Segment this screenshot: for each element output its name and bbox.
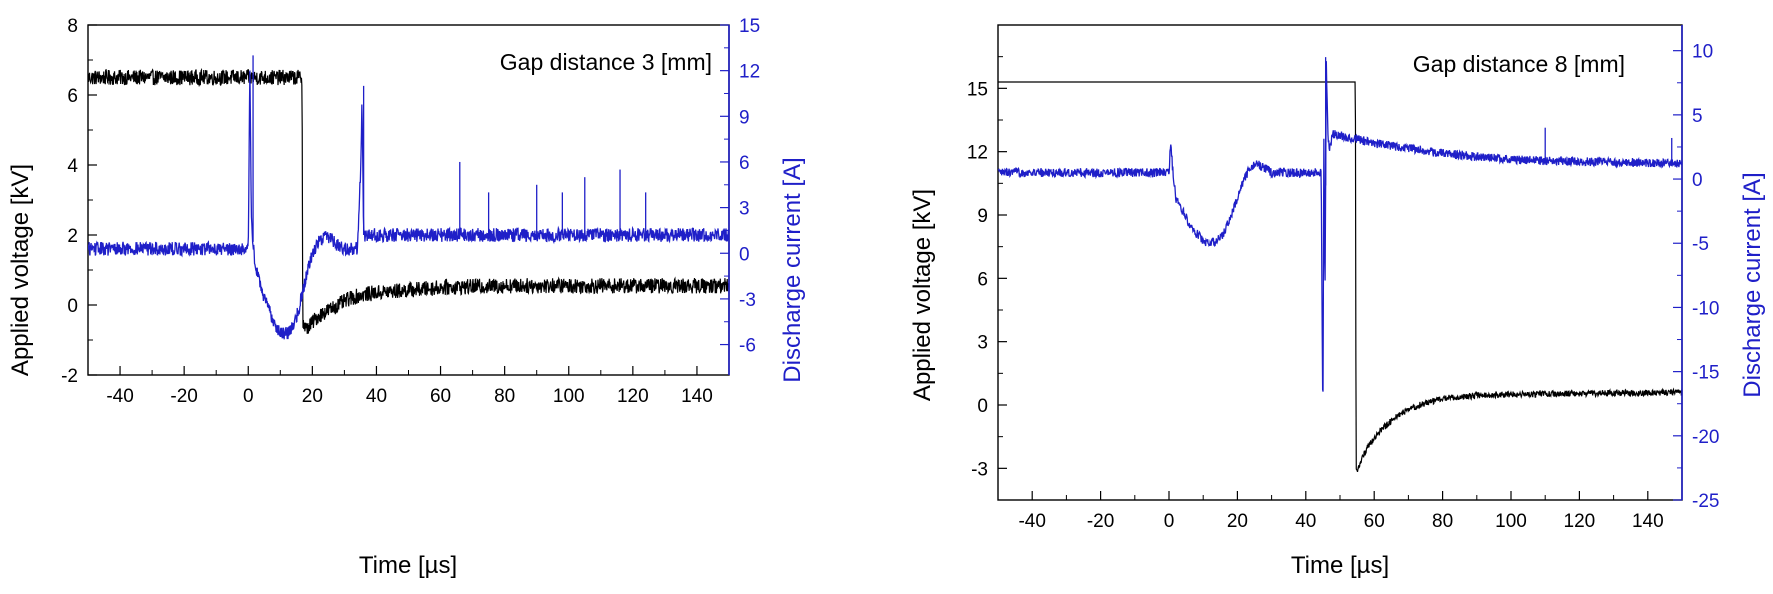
y-right-tick-label: 3 — [739, 199, 750, 220]
x-axis-label: Time [µs] — [359, 552, 457, 579]
x-axis-label: Time [µs] — [1291, 552, 1389, 579]
y-right-tick-label: 0 — [739, 244, 750, 265]
x-tick-label: 20 — [1227, 511, 1248, 532]
y-axis-label: Applied voltage [kV] — [7, 164, 34, 376]
y-right-tick-label: 6 — [739, 153, 750, 174]
voltage-series-line — [88, 67, 729, 334]
data-layer — [88, 55, 729, 340]
plot-frame — [997, 24, 1683, 501]
y-right-tick-label: 5 — [1692, 106, 1703, 127]
y-right-tick-label: 10 — [1692, 42, 1713, 63]
x-tick-label: 60 — [430, 386, 451, 407]
y-axis-right-label: Discharge current [A] — [779, 157, 806, 382]
y-right-tick-label: -25 — [1692, 491, 1719, 512]
chart-annotation: Gap distance 8 [mm] — [1413, 51, 1625, 77]
x-tick-label: -40 — [1018, 511, 1045, 532]
y-right-tick-label: -3 — [739, 290, 756, 311]
data-layer — [998, 57, 1682, 473]
y-right-tick-label: 15 — [739, 16, 760, 37]
x-tick-label: 60 — [1364, 511, 1385, 532]
chart-gap-3mm: -40 -20 0 20 40 60 80 100 120 140-202468-6-303691… — [7, 16, 806, 579]
y-tick-label: 6 — [67, 86, 78, 107]
current-series-line — [88, 70, 729, 340]
y-right-tick-label: 12 — [739, 62, 760, 83]
y-tick-label: 15 — [967, 79, 988, 100]
y-tick-label: 9 — [977, 206, 988, 227]
x-tick-label: 100 — [553, 386, 585, 407]
axes-layer: -40 -20 0 20 40 60 80 100 120 140-202468-6-303691… — [61, 16, 760, 407]
x-tick-label: 40 — [1295, 511, 1316, 532]
y-tick-label: 3 — [977, 333, 988, 354]
y-tick-label: 0 — [67, 296, 78, 317]
current-series-line — [998, 61, 1682, 392]
x-tick-label: 140 — [681, 386, 713, 407]
x-tick-label: 0 — [243, 386, 254, 407]
x-tick-label: 0 — [1164, 511, 1175, 532]
x-tick-label: 100 — [1495, 511, 1527, 532]
y-axis-right-label: Discharge current [A] — [1739, 172, 1766, 397]
y-right-tick-label: -10 — [1692, 298, 1719, 319]
y-right-tick-label: 0 — [1692, 170, 1703, 191]
x-tick-label: 120 — [1564, 511, 1596, 532]
y-right-tick-label: 9 — [739, 107, 750, 128]
x-tick-label: 80 — [494, 386, 515, 407]
axes-layer: -40 -20 0 20 40 60 80 100 120 140-303691215-25-20… — [967, 25, 1719, 532]
x-tick-label: -20 — [170, 386, 197, 407]
x-tick-label: -20 — [1087, 511, 1114, 532]
y-right-tick-label: -20 — [1692, 427, 1719, 448]
y-right-tick-label: -6 — [739, 336, 756, 357]
y-tick-label: -3 — [971, 459, 988, 480]
y-tick-label: 12 — [967, 143, 988, 164]
x-tick-label: 40 — [366, 386, 387, 407]
y-right-tick-label: -15 — [1692, 363, 1719, 384]
chart-annotation: Gap distance 3 [mm] — [500, 49, 712, 75]
y-tick-label: 4 — [67, 156, 78, 177]
chart-gap-8mm: -40 -20 0 20 40 60 80 100 120 140-303691215-25-20… — [909, 24, 1766, 579]
y-tick-label: 0 — [977, 396, 988, 417]
y-axis-label: Applied voltage [kV] — [909, 189, 936, 401]
x-tick-label: 140 — [1632, 511, 1664, 532]
x-tick-label: -40 — [106, 386, 133, 407]
y-tick-label: 6 — [977, 269, 988, 290]
x-tick-label: 20 — [302, 386, 323, 407]
y-tick-label: 8 — [67, 16, 78, 37]
x-tick-label: 80 — [1432, 511, 1453, 532]
y-tick-label: -2 — [61, 366, 78, 387]
x-tick-label: 120 — [617, 386, 649, 407]
voltage-series-line — [998, 81, 1682, 473]
y-right-tick-label: -5 — [1692, 234, 1709, 255]
y-tick-label: 2 — [67, 226, 78, 247]
